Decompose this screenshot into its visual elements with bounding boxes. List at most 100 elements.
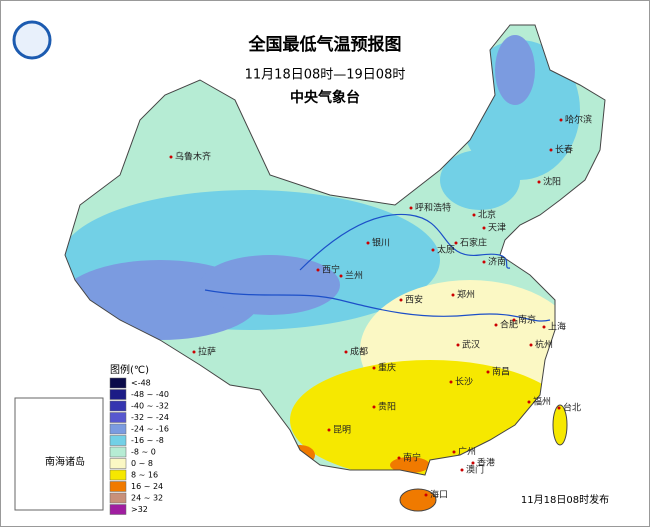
legend-swatch: [109, 492, 127, 504]
legend-label: -16 ~ -8: [131, 436, 164, 445]
city-dot: [449, 380, 453, 384]
legend-swatch: [109, 377, 127, 389]
taiwan: [552, 404, 568, 446]
city-label: 贵阳: [378, 401, 396, 413]
city-label: 天津: [488, 223, 506, 234]
city-label: 长春: [555, 144, 573, 156]
legend-swatch: [109, 412, 127, 423]
city-dot: [431, 248, 435, 252]
city-label: 太原: [437, 244, 455, 256]
legend-swatch: [109, 446, 127, 458]
city-dot: [397, 456, 401, 460]
city-dot: [327, 428, 331, 432]
city-label: 银川: [372, 237, 390, 249]
city-label: 兰州: [345, 270, 363, 282]
legend-label: -32 ~ -24: [131, 413, 169, 422]
city-label: 拉萨: [198, 346, 216, 358]
city-label: 杭州: [535, 339, 553, 351]
city-dot: [494, 323, 498, 327]
city-dot: [482, 226, 486, 230]
city-dot: [372, 366, 376, 370]
legend-swatch: [109, 481, 127, 492]
city-label: 成都: [350, 346, 368, 358]
city-dot: [512, 318, 516, 322]
city-label: 南京: [518, 314, 536, 326]
city-label: 郑州: [457, 289, 475, 301]
city-dot: [542, 325, 546, 329]
city-label: 合肥: [500, 319, 518, 331]
city-dot: [344, 350, 348, 354]
city-label: 福州: [533, 396, 551, 408]
city-dot: [486, 370, 490, 374]
city-dot: [169, 155, 173, 159]
city-dot: [451, 293, 455, 297]
city-dot: [409, 206, 413, 210]
legend-label: -24 ~ -16: [131, 425, 169, 434]
legend-label: 24 ~ 32: [131, 494, 163, 503]
inset: [14, 397, 104, 511]
city-label: 北京: [478, 209, 496, 221]
legend-label: -40 ~ -32: [131, 402, 169, 411]
city-label: 香港: [477, 457, 495, 469]
city-dot: [452, 450, 456, 454]
city-label: 昆明: [333, 425, 351, 436]
city-dot: [339, 274, 343, 278]
city-label: 重庆: [378, 362, 396, 374]
city-label: 沈阳: [543, 176, 561, 188]
legend-swatch: [109, 423, 127, 435]
city-label: 武汉: [462, 339, 480, 351]
legend-label: 0 ~ 8: [131, 459, 153, 468]
legend-label: -48 ~ -40: [131, 390, 169, 399]
title: 全国最低气温预报图: [248, 34, 402, 55]
subtitle: 11月18日08时—19日08时: [245, 68, 406, 83]
city-dot: [537, 180, 541, 184]
city-dot: [366, 241, 370, 245]
city-dot: [527, 400, 531, 404]
city-dot: [529, 343, 533, 347]
city-label: 海口: [430, 489, 448, 501]
city-dot: [372, 405, 376, 409]
city-dot: [399, 298, 403, 302]
legend-label: <-48: [131, 379, 151, 388]
legend-swatch: [109, 389, 127, 400]
city-dot: [557, 406, 561, 410]
city-dot: [316, 268, 320, 272]
river: [299, 213, 511, 271]
city-dot: [472, 213, 476, 217]
city-label: 济南: [488, 256, 506, 268]
river: [204, 289, 551, 322]
legend-swatch: [109, 504, 127, 515]
city-label: 西宁: [322, 264, 340, 276]
legend-label: >32: [131, 505, 148, 514]
city-label: 澳门: [466, 464, 484, 476]
source: 中央气象台: [290, 89, 360, 106]
city-dot: [454, 241, 458, 245]
city-label: 上海: [548, 321, 566, 333]
city-dot: [424, 493, 428, 497]
legend-label: -8 ~ 0: [131, 448, 156, 457]
city-dot: [471, 461, 475, 465]
city-dot: [559, 118, 563, 122]
city-label: 乌鲁木齐: [175, 151, 211, 163]
city-label: 台北: [563, 402, 581, 414]
city-label: 广州: [458, 446, 476, 458]
legend-swatch: [109, 435, 127, 446]
city-dot: [192, 350, 196, 354]
legend-label: 8 ~ 16: [131, 471, 158, 480]
city-dot: [460, 468, 464, 472]
legend-swatch: [109, 400, 127, 412]
legend-swatch: [109, 469, 127, 481]
legend-label: 16 ~ 24: [131, 482, 163, 491]
inset-label: 南海诸岛: [45, 455, 85, 468]
city-dot: [549, 148, 553, 152]
city-label: 呼和浩特: [415, 202, 451, 214]
issued-note: 11月18日08时发布: [521, 493, 609, 506]
logo: [12, 20, 52, 60]
legend-swatch: [109, 458, 127, 469]
city-label: 西安: [405, 294, 423, 306]
city-dot: [482, 260, 486, 264]
city-label: 南宁: [403, 452, 421, 464]
legend-title: 图例(℃): [110, 363, 149, 376]
city-label: 南昌: [492, 366, 510, 378]
